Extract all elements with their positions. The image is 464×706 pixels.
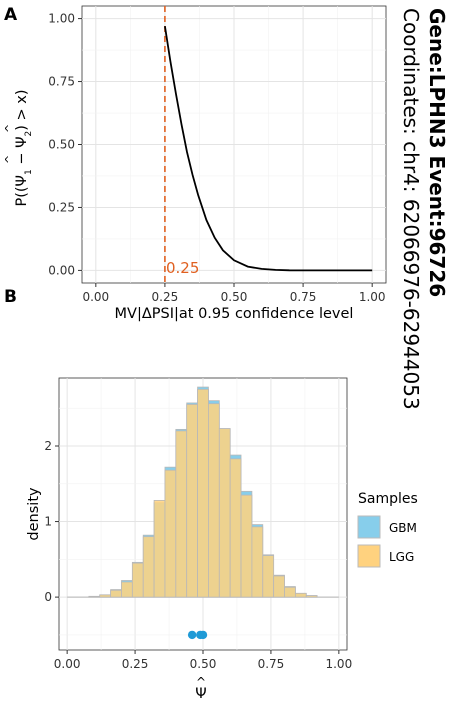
panel-b-y-axis-title: density — [26, 487, 42, 541]
probability-curve — [164, 25, 373, 272]
sample-point — [198, 630, 208, 640]
threshold-label: 0.25 — [166, 259, 199, 277]
b-y-tick-label: 1 — [44, 515, 52, 529]
a-y-tick-label: 0.25 — [48, 200, 75, 214]
panel-a-y-ticks: 0.00 0.25 0.50 0.75 1.00 — [48, 12, 82, 277]
panel-b-y-ticks: 0 1 2 — [44, 439, 59, 604]
histogram-bar-lgg — [121, 581, 133, 598]
histogram-bar-lgg — [284, 586, 296, 598]
b-x-tick-label: 0.50 — [190, 657, 217, 671]
psi-symbol: Ψ — [195, 686, 206, 702]
histogram-bar-lgg — [294, 592, 307, 598]
a-y-tick-label: 0.75 — [48, 75, 75, 89]
panel-a-plot: 0.00 0.25 0.50 0.75 1.00 0.00 0.25 0.50 0.75 1.0… — [48, 5, 387, 304]
a-x-tick-label: 0.50 — [221, 290, 248, 304]
a-x-tick-label: 0.75 — [290, 290, 317, 304]
a-x-tick-label: 1.00 — [359, 290, 386, 304]
panel-b-bars — [67, 386, 339, 598]
legend-swatch-lgg — [357, 544, 381, 568]
gene-event-title-group: Gene:LPHN3 Event:96726 Coordinates: chr4… — [399, 8, 449, 410]
a-y-tick-label: 0.00 — [48, 263, 75, 277]
histogram-bar-lgg — [164, 469, 177, 598]
sample-point — [187, 630, 197, 640]
histogram-bar-lgg — [88, 595, 101, 598]
histogram-bar-lgg — [273, 575, 285, 598]
a-x-tick-label: 0.25 — [152, 290, 179, 304]
panel-a-y-axis-title: P((Ψ1 − Ψ2) > x) ^ ^ — [3, 89, 34, 206]
histogram-bar-lgg — [251, 526, 264, 598]
gene-event-title: Gene:LPHN3 Event:96726 — [425, 8, 449, 297]
histogram-bar-lgg — [186, 404, 198, 598]
panel-b-plot: 0.00 0.25 0.50 0.75 1.00 0 1 2 — [44, 377, 352, 671]
gene-coordinates: Coordinates: chr4: 62066976-62944053 — [399, 8, 423, 410]
histogram-bar-lgg — [305, 595, 318, 598]
panel-b-x-axis-title: ^ Ψ — [195, 675, 206, 702]
histogram-bar-lgg — [218, 428, 231, 598]
panel-a-label: A — [4, 5, 18, 25]
histogram-bar-lgg — [229, 458, 242, 598]
a-x-tick-label: 0.00 — [82, 290, 109, 304]
panel-b-label: B — [4, 287, 17, 307]
psi1-hat: ^ — [3, 155, 16, 164]
b-x-tick-label: 0.25 — [122, 657, 149, 671]
legend-title: Samples — [358, 491, 418, 507]
histogram-bar-lgg — [240, 494, 253, 598]
a-y-tick-label: 0.50 — [48, 138, 75, 152]
histogram-bar-lgg — [197, 388, 209, 598]
histogram-bar-lgg — [142, 536, 155, 598]
histogram-bar-lgg — [175, 430, 188, 598]
legend: Samples GBM LGG — [357, 491, 418, 568]
legend-label-lgg: LGG — [389, 550, 414, 564]
panel-a-x-ticks: 0.00 0.25 0.50 0.75 1.00 — [82, 283, 386, 304]
histogram-bar-lgg — [262, 555, 275, 598]
b-x-tick-label: 0.00 — [54, 657, 81, 671]
a-y-tick-label: 1.00 — [48, 12, 75, 26]
b-y-tick-label: 0 — [44, 590, 52, 604]
panel-b-x-ticks: 0.00 0.25 0.50 0.75 1.00 — [54, 650, 352, 671]
legend-label-gbm: GBM — [389, 521, 417, 535]
b-x-tick-label: 0.75 — [258, 657, 285, 671]
psi-hat: ^ — [196, 675, 206, 689]
b-x-tick-label: 1.00 — [325, 657, 352, 671]
panel-b-points — [187, 630, 208, 640]
histogram-bar-lgg — [99, 594, 112, 598]
histogram-bar-lgg — [110, 589, 122, 598]
histogram-bar-lgg — [208, 403, 220, 598]
panel-a-grid — [82, 6, 386, 283]
histogram-bar-lgg — [131, 562, 144, 598]
histogram-bar-lgg — [153, 499, 166, 598]
panel-a-x-axis-title: MV|ΔPSI|at 0.95 confidence level — [115, 306, 354, 322]
legend-swatch-gbm — [357, 515, 381, 539]
b-y-tick-label: 2 — [44, 439, 52, 453]
psi2-hat: ^ — [3, 124, 16, 133]
panel-a-y-axis-text: P((Ψ1 − Ψ2) > x) — [14, 89, 34, 206]
